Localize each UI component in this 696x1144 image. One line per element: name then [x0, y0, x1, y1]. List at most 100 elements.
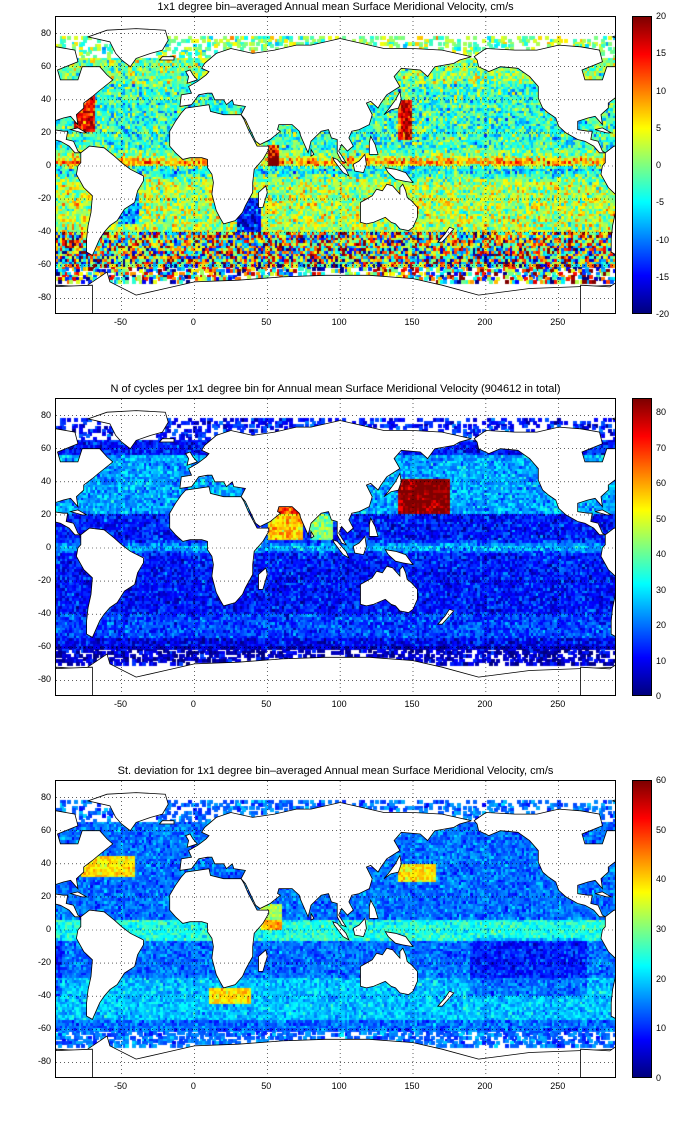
- coastline: [75, 909, 144, 1020]
- y-tick-label: -60: [37, 641, 51, 652]
- coastline: [600, 909, 615, 1019]
- x-tick-label: 200: [477, 699, 493, 709]
- coastline: [56, 810, 114, 918]
- coastline: [158, 438, 175, 443]
- colorbar-tick-label: 30: [656, 924, 667, 934]
- coastline: [368, 899, 379, 919]
- coastline: [360, 565, 418, 614]
- x-tick-label: 50: [261, 699, 272, 709]
- coastline: [56, 1048, 93, 1077]
- colorbar-tick-label: 10: [656, 655, 667, 666]
- y-tick-label: -40: [37, 608, 51, 619]
- coastline: [75, 527, 144, 638]
- coastline: [383, 854, 402, 880]
- coastline: [185, 69, 198, 84]
- panel-title: St. deviation for 1x1 degree bin–average…: [117, 765, 554, 777]
- coastline: [352, 535, 367, 556]
- map-panel: N of cycles per 1x1 degree bin for Annua…: [0, 382, 696, 762]
- coastline: [594, 891, 613, 898]
- colorbar: [632, 398, 652, 696]
- coastline: [169, 104, 270, 225]
- y-tick-label: 60: [40, 60, 51, 71]
- coastline: [56, 271, 615, 313]
- map-axes: [55, 780, 616, 1078]
- y-tick-label: 20: [40, 126, 51, 137]
- coastline: [169, 868, 270, 989]
- y-tick-label: 40: [40, 857, 51, 868]
- coastline: [383, 472, 402, 498]
- map-panel: St. deviation for 1x1 degree bin–average…: [0, 764, 696, 1144]
- coastline: [258, 185, 268, 208]
- colorbar-tick-label: -15: [656, 271, 670, 282]
- colorbar-tick-label: 80: [656, 407, 667, 418]
- y-tick-label: -80: [37, 292, 51, 303]
- y-tick-label: -40: [37, 226, 51, 237]
- coastline: [179, 420, 472, 546]
- coastline: [86, 410, 169, 450]
- coastline: [611, 35, 615, 38]
- coastline: [56, 1035, 615, 1077]
- colorbar-tick-label: 60: [656, 775, 667, 785]
- x-tick-label: -50: [114, 699, 128, 709]
- x-tick-label: 100: [331, 699, 347, 709]
- coastline: [258, 949, 268, 972]
- y-tick-label: -60: [37, 1023, 51, 1034]
- colorbar-tick-label: 20: [656, 973, 667, 984]
- colorbar-tick-label: 20: [656, 11, 667, 21]
- coastline: [368, 135, 379, 155]
- x-tick-label: 200: [477, 317, 493, 327]
- coastline: [56, 284, 93, 313]
- x-tick-label: 150: [404, 1081, 420, 1091]
- map-panel: 1x1 degree bin–averaged Annual mean Surf…: [0, 0, 696, 380]
- coastline: [169, 486, 270, 607]
- coastline: [360, 183, 418, 232]
- coastline: [436, 608, 455, 625]
- coastline: [69, 891, 89, 898]
- coastline: [580, 282, 615, 313]
- coastline: [310, 529, 315, 539]
- map-axes: [55, 16, 616, 314]
- colorbar-tick-label: 15: [656, 48, 667, 59]
- x-tick-label: 50: [261, 1081, 272, 1091]
- coastline: [185, 833, 198, 848]
- map-axes: [55, 398, 616, 696]
- coastline: [56, 653, 615, 695]
- colorbar: [632, 16, 652, 314]
- y-tick-label: -80: [37, 674, 51, 685]
- colorbar-tick-label: -20: [656, 309, 670, 319]
- x-tick-label: 100: [331, 317, 347, 327]
- colorbar-tick-label: 5: [656, 122, 662, 133]
- y-tick-label: -60: [37, 259, 51, 270]
- colorbar-tick-label: -10: [656, 234, 670, 245]
- x-tick-label: 50: [261, 317, 272, 327]
- coastline: [580, 1046, 615, 1077]
- coastline: [384, 549, 414, 566]
- coastline-overlay: [56, 399, 615, 695]
- coastline: [69, 509, 89, 516]
- coastline: [436, 990, 455, 1007]
- y-tick-label: 20: [40, 508, 51, 519]
- y-tick-label: 0: [45, 160, 51, 170]
- coastline: [368, 517, 379, 537]
- coastline: [473, 426, 615, 536]
- colorbar-tick-label: 70: [656, 442, 667, 453]
- colorbar-tick-label: 0: [656, 160, 662, 170]
- y-tick-label: 0: [45, 542, 51, 552]
- coastline: [332, 920, 350, 941]
- coastline: [258, 567, 268, 590]
- coastline: [56, 46, 114, 154]
- y-tick-label: 20: [40, 890, 51, 901]
- x-tick-label: -50: [114, 317, 128, 327]
- y-tick-label: 80: [40, 791, 51, 802]
- coastline: [600, 527, 615, 637]
- colorbar: [632, 780, 652, 1078]
- x-tick-label: 150: [404, 317, 420, 327]
- colorbar-tick-label: 0: [656, 1073, 662, 1083]
- colorbar-tick-label: 0: [656, 691, 662, 701]
- colorbar-tick-label: 10: [656, 1023, 667, 1034]
- x-tick-label: 0: [190, 317, 196, 327]
- y-tick-label: 60: [40, 824, 51, 835]
- coastline: [69, 127, 89, 134]
- coastline: [158, 56, 175, 61]
- colorbar-tick-label: 20: [656, 620, 667, 631]
